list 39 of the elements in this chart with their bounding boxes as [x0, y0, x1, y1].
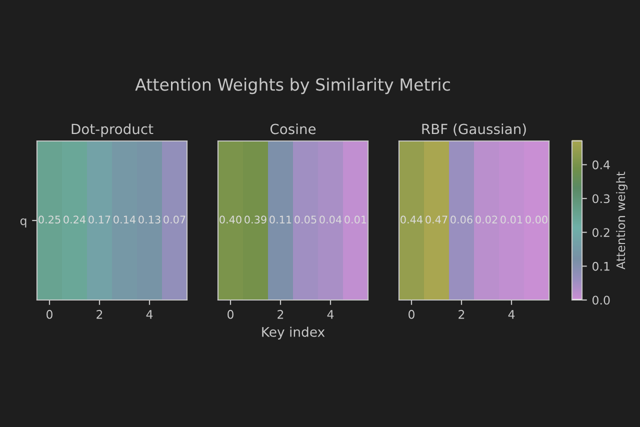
color-bar-title: Attention weight [616, 172, 628, 270]
x-tick-label: 2 [458, 310, 464, 319]
color-bar-label: 0.0 [592, 296, 610, 305]
x-tick-label: 0 [46, 310, 52, 319]
data-label: 0.13 [138, 216, 160, 224]
chart-title: Attention Weights by Similarity Metric [135, 78, 450, 94]
color-bar-label: 0.4 [592, 160, 610, 170]
color-bar-label: 0.2 [592, 228, 610, 237]
data-label: 0.01 [500, 216, 522, 224]
data-label: 0.02 [476, 216, 498, 224]
data-label: 0.39 [244, 216, 266, 224]
data-label: 0.07 [164, 216, 186, 224]
y-tick-label: q [20, 218, 26, 228]
data-label: 0.40 [220, 216, 242, 224]
x-tick-label: 4 [508, 310, 515, 319]
chart-subtitle: RBF (Gaussian) [422, 124, 526, 136]
data-label: 0.44 [400, 216, 423, 224]
data-label: 0.05 [294, 216, 316, 224]
x-tick-label: 0 [408, 310, 414, 319]
x-tick-label: 4 [146, 310, 153, 319]
x-tick-label: 4 [327, 310, 334, 319]
color-bar-label: 0.3 [592, 194, 610, 204]
color-bar-label: 0.1 [592, 262, 610, 271]
data-label: 0.25 [38, 216, 60, 224]
chart-subtitle: Cosine [270, 124, 316, 134]
data-label: 0.47 [426, 216, 448, 224]
x-tick-label: 2 [278, 310, 284, 319]
data-label: 0.24 [64, 216, 86, 224]
data-label: 0.01 [344, 216, 366, 224]
data-label: 0.14 [114, 216, 136, 224]
data-label: 0.06 [450, 216, 472, 224]
data-label: 0.17 [88, 216, 110, 224]
x-axis-title: Key index [262, 326, 325, 340]
data-label: 0.04 [320, 216, 342, 224]
x-tick-label: 0 [228, 310, 234, 319]
x-tick-label: 2 [96, 310, 102, 319]
data-label: 0.00 [526, 216, 548, 224]
chart-subtitle: Dot-product [72, 124, 154, 137]
data-label: 0.11 [270, 216, 292, 224]
